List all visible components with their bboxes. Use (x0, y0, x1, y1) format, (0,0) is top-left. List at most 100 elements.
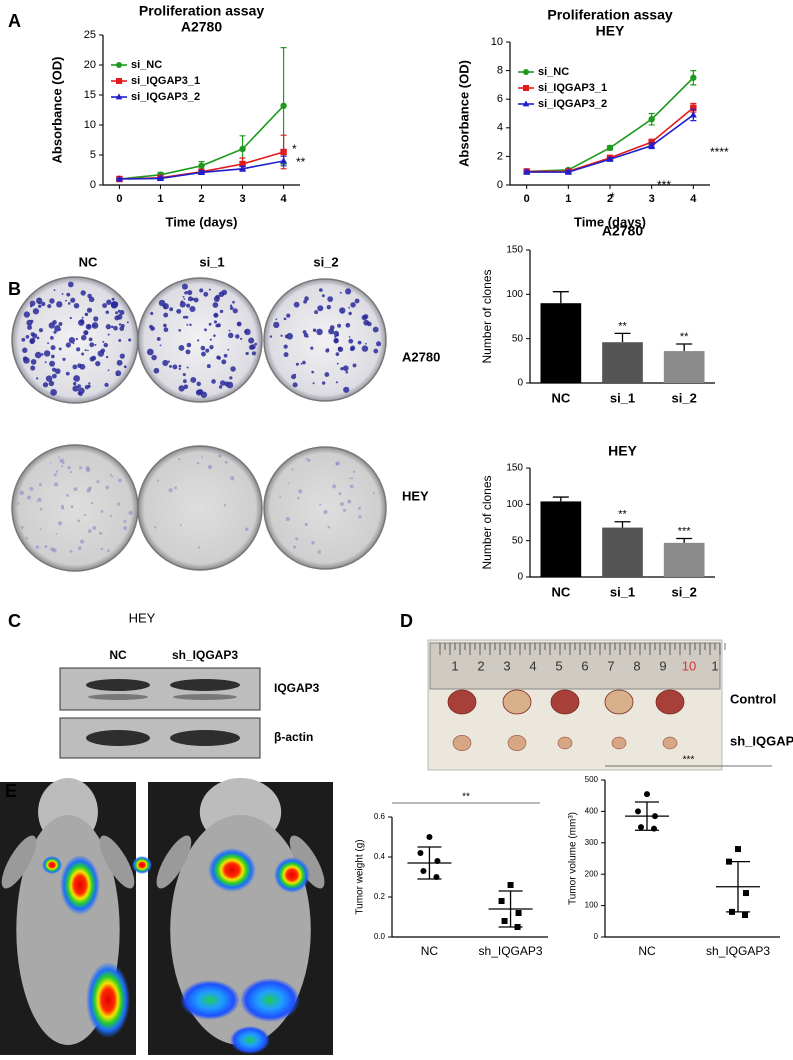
colony (53, 330, 57, 334)
colony (342, 365, 349, 372)
marker (115, 175, 123, 182)
bioluminescence (132, 856, 152, 874)
y-tick-label: 100 (585, 901, 599, 910)
colony (86, 307, 93, 313)
colony (227, 332, 234, 339)
significance: ** (618, 509, 627, 521)
colony (187, 290, 193, 296)
colony (94, 343, 97, 346)
colony (208, 288, 211, 291)
colony (72, 381, 77, 386)
colony (70, 505, 74, 509)
colony (150, 311, 154, 316)
series-line (526, 107, 694, 173)
colony (80, 539, 85, 544)
colony (340, 502, 344, 507)
x-tick-label: 1 (157, 193, 163, 205)
colony (245, 351, 249, 356)
colony (149, 324, 153, 329)
colony (206, 364, 211, 369)
colony (305, 457, 308, 460)
colony (53, 289, 56, 292)
colony (228, 329, 231, 332)
colony (298, 489, 303, 494)
marker (239, 145, 246, 153)
colony (23, 311, 31, 318)
colony (345, 288, 352, 295)
colony (275, 318, 278, 321)
tumor-row-label: sh_IQGAP3 (730, 733, 793, 748)
x-tick-label: sh_IQGAP3 (706, 944, 770, 958)
colony (49, 462, 52, 464)
colony (321, 381, 326, 385)
colony (352, 363, 357, 368)
colony (329, 325, 335, 330)
colony (73, 302, 80, 309)
colony (84, 312, 89, 317)
colony (107, 333, 110, 336)
colony (36, 500, 38, 503)
colony (50, 345, 56, 351)
colony (287, 482, 290, 485)
colony (273, 321, 280, 329)
colony (229, 376, 233, 380)
colony (338, 492, 342, 496)
colony (153, 526, 157, 529)
y-tick-label: 500 (585, 775, 599, 784)
colony (213, 312, 219, 318)
colony (95, 360, 101, 367)
colony (244, 328, 251, 336)
colony (51, 373, 57, 379)
marker (729, 908, 735, 915)
y-tick-label: 10 (491, 36, 503, 48)
ruler-number: 1 (711, 658, 718, 673)
colony (327, 525, 331, 529)
colony (312, 382, 315, 385)
mouse-arm (99, 835, 135, 889)
colony (285, 516, 290, 522)
colony (67, 281, 74, 288)
marker (742, 912, 748, 919)
colony (189, 305, 196, 313)
y-tick-label: 25 (84, 29, 96, 41)
colony (185, 315, 189, 319)
colony (72, 342, 75, 345)
colony (251, 351, 256, 356)
tumor-row-label: Control (730, 691, 776, 706)
y-tick-label: 50 (512, 535, 524, 546)
tumor (452, 735, 472, 751)
colony (88, 337, 93, 342)
marker (564, 168, 572, 175)
marker (420, 868, 427, 874)
colony (319, 503, 322, 506)
x-tick-label: 3 (239, 193, 245, 205)
bar (540, 501, 582, 577)
colony (293, 545, 297, 549)
colony (76, 347, 81, 352)
colony (81, 316, 84, 319)
colony (201, 351, 206, 357)
colony (87, 384, 91, 388)
colony (317, 305, 324, 312)
colony (106, 299, 112, 305)
colony (195, 389, 202, 396)
colony (22, 347, 28, 353)
colony (212, 302, 219, 308)
colony (35, 545, 40, 549)
colony (182, 315, 186, 319)
colony (105, 355, 109, 359)
colony (304, 296, 309, 301)
colony (348, 311, 352, 316)
x-tick-label: 2 (198, 193, 204, 205)
colony (115, 370, 122, 377)
chart-title: Proliferation assay (139, 3, 264, 19)
marker (433, 874, 440, 880)
colony (39, 507, 43, 511)
marker (198, 162, 205, 169)
chart-title: A2780 (602, 223, 643, 239)
chart-title: Proliferation assay (547, 7, 672, 23)
colony (335, 333, 339, 337)
colony (186, 342, 192, 348)
colony (41, 301, 46, 307)
colony (186, 366, 189, 369)
